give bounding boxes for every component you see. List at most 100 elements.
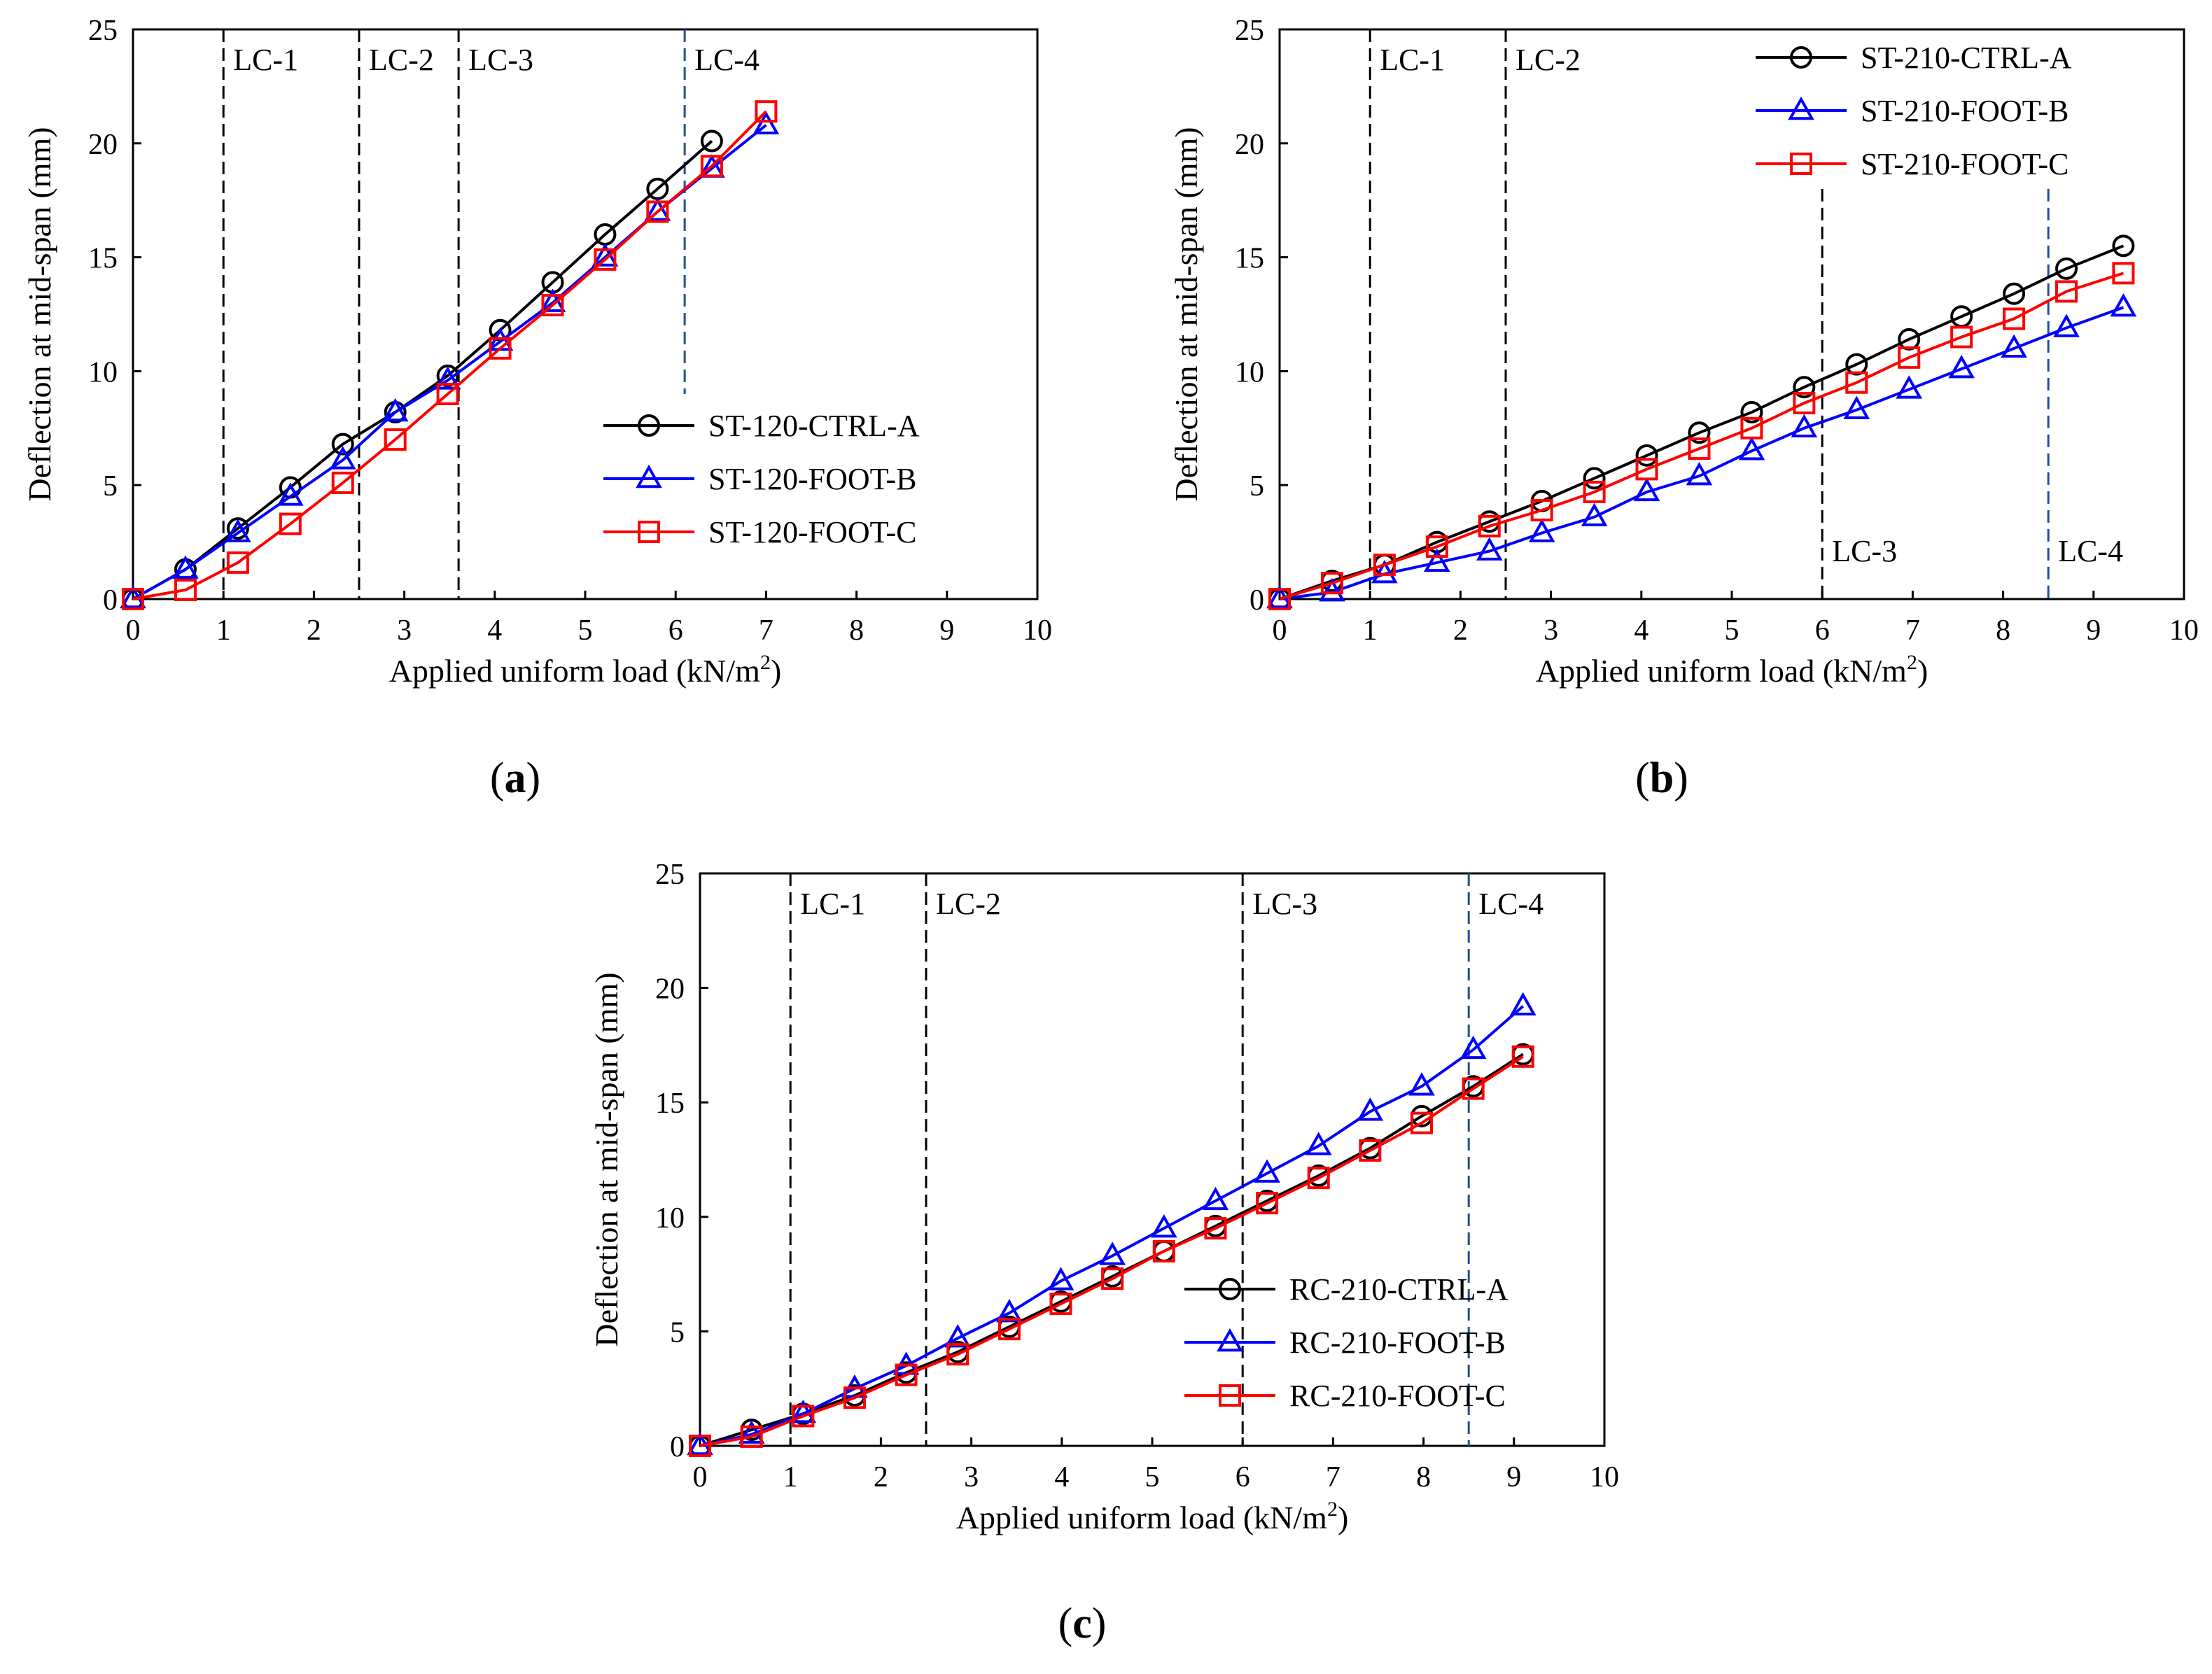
x-tick-label: 4 [1054, 1461, 1069, 1493]
data-point [1845, 371, 1868, 394]
legend-marker [636, 464, 662, 488]
data-point [1686, 462, 1713, 486]
x-tick-label: 7 [759, 614, 774, 647]
x-tick-label: 1 [783, 1461, 798, 1493]
data-point [1583, 480, 1606, 503]
data-point [331, 432, 354, 456]
y-tick-label: 5 [1250, 470, 1264, 502]
y-tick-label: 5 [103, 470, 118, 502]
data-point [1530, 499, 1553, 522]
data-point [1410, 1111, 1434, 1134]
x-tick-label: 9 [2086, 614, 2101, 647]
panel-label: (a) [490, 754, 540, 802]
x-tick-label: 6 [1815, 614, 1830, 647]
x-axis-label: Applied uniform load (kN/m2) [1536, 651, 1928, 689]
series-line-ST-120-CTRL-A [132, 140, 713, 600]
data-point [1740, 416, 1763, 439]
data-point [1476, 537, 1503, 561]
x-tick-label: 8 [849, 614, 864, 647]
data-point [594, 248, 617, 271]
x-tick-label: 8 [1996, 614, 2010, 647]
x-tick-label: 2 [307, 614, 321, 647]
data-point [1478, 514, 1501, 537]
x-tick-label: 5 [578, 614, 593, 647]
data-point [2055, 280, 2078, 303]
load-case-label: LC-1 [233, 43, 298, 77]
data-point [1528, 519, 1555, 542]
series-line-RC-210-CTRL-A [699, 1053, 1524, 1447]
x-tick-label: 3 [1544, 614, 1558, 647]
x-tick-label: 4 [1634, 614, 1648, 647]
data-point [434, 366, 461, 390]
data-point [541, 293, 564, 316]
y-tick-label: 10 [1235, 356, 1264, 388]
x-tick-label: 3 [964, 1461, 979, 1493]
y-tick-label: 15 [88, 243, 118, 275]
data-point [1408, 1072, 1435, 1096]
panel-label: (b) [1635, 754, 1688, 802]
data-point [1268, 588, 1291, 610]
data-point [1152, 1239, 1175, 1262]
data-point [1202, 1186, 1229, 1211]
data-point [331, 471, 354, 494]
y-tick-label: 20 [655, 973, 685, 1006]
chart-panel-a: 0 1 2 3 4 5 6 7 8 9 10 0 5 10 15 20 25 Applied uniform lo… [22, 15, 1052, 802]
data-point [1635, 458, 1658, 481]
data-point [1581, 502, 1608, 526]
data-point [1583, 467, 1606, 490]
data-point [996, 1299, 1023, 1323]
series-line-ST-210-FOOT-C [1279, 272, 2124, 600]
data-point [1791, 414, 1818, 437]
legend-marker [1790, 46, 1812, 69]
data-point [1256, 1192, 1279, 1215]
data-point [489, 337, 512, 360]
data-point [700, 129, 723, 153]
data-point [279, 512, 302, 535]
data-point [225, 519, 251, 542]
data-point [1843, 395, 1870, 419]
data-point [1319, 578, 1345, 602]
data-point [790, 1400, 817, 1423]
x-tick-label: 5 [1145, 1461, 1160, 1493]
data-point [1948, 354, 1975, 379]
x-tick-label: 10 [1023, 614, 1052, 647]
x-axis-label: Applied uniform load (kN/m2) [389, 651, 782, 689]
chart-panel-b: 0 1 2 3 4 5 6 7 8 9 10 0 5 10 15 20 25 Applied uniform lo… [1168, 15, 2199, 802]
data-point [1423, 548, 1450, 572]
series-line-RC-210-FOOT-C [699, 1055, 1524, 1447]
data-point [1425, 535, 1448, 558]
legend-label: RC-210-CTRL-A [1289, 1272, 1508, 1307]
data-point [997, 1318, 1021, 1341]
data-point [2112, 262, 2135, 285]
series-line-ST-120-FOOT-C [132, 110, 767, 600]
legend-marker [1219, 1278, 1241, 1300]
y-axis-label: Deflection at mid-span (mm) [1168, 127, 1204, 501]
data-point [1460, 1035, 1487, 1060]
data-point [226, 517, 249, 540]
x-tick-label: 2 [874, 1461, 888, 1493]
load-case-label: LC-1 [800, 887, 865, 921]
y-tick-label: 0 [670, 1431, 685, 1463]
data-point [1204, 1217, 1227, 1240]
data-point [1371, 560, 1398, 584]
y-tick-label: 25 [655, 859, 685, 891]
x-tick-label: 7 [1905, 614, 1920, 647]
x-tick-label: 0 [126, 614, 141, 647]
load-case-label: LC-4 [1478, 887, 1544, 921]
data-point [1462, 1077, 1485, 1100]
x-tick-label: 1 [1363, 614, 1378, 647]
legend-label: ST-210-FOOT-B [1861, 94, 2068, 128]
data-point [755, 100, 778, 123]
panel-label: (c) [1058, 1600, 1107, 1647]
data-point [1740, 401, 1763, 424]
plot-area [132, 28, 1039, 600]
data-point [2001, 334, 2027, 358]
data-point [1359, 1139, 1382, 1162]
data-point [944, 1324, 972, 1348]
x-tick-label: 2 [1453, 614, 1468, 647]
x-tick-label: 7 [1326, 1461, 1340, 1493]
legend-label: ST-120-CTRL-A [708, 409, 920, 443]
legend-marker [1788, 96, 1814, 120]
data-point [1898, 346, 1921, 369]
